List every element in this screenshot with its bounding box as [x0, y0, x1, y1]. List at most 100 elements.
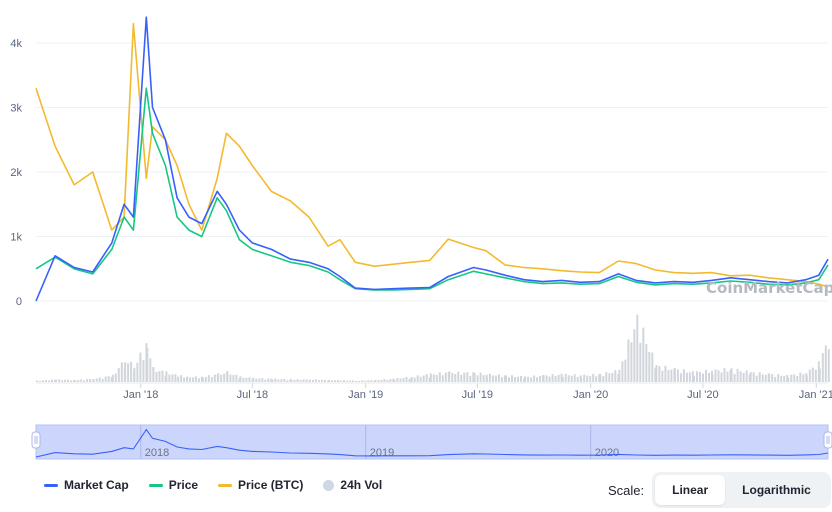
volume-bar — [586, 375, 589, 382]
volume-bar — [438, 372, 441, 382]
volume-bar — [564, 373, 567, 382]
volume-bar — [482, 375, 485, 382]
volume-bar — [146, 347, 149, 382]
volume-bar — [466, 372, 469, 382]
volume-bar — [774, 376, 777, 382]
y-tick-label: 3k — [10, 103, 22, 115]
volume-bar — [742, 372, 745, 382]
volume-bar — [111, 374, 114, 382]
volume-bar — [158, 371, 161, 382]
volume-bar — [58, 379, 61, 382]
volume-bar — [374, 379, 377, 382]
volume-bar — [696, 371, 698, 382]
volume-bar — [80, 379, 83, 382]
navigator-right-handle[interactable] — [823, 431, 832, 449]
volume-bar — [255, 378, 258, 382]
legend-item-24h-vol[interactable]: 24h Vol — [323, 478, 382, 492]
volume-bar — [321, 379, 323, 382]
legend-label: Market Cap — [64, 478, 129, 492]
volume-bar — [602, 376, 605, 382]
volume-bar — [580, 377, 583, 382]
scale-logarithmic-button[interactable]: Logarithmic — [725, 475, 828, 505]
volume-bar — [98, 377, 101, 382]
volume-bar — [110, 377, 113, 382]
volume-bar — [651, 352, 654, 382]
volume-bar — [548, 376, 551, 382]
volume-bar — [685, 372, 688, 382]
series-line-price — [35, 87, 829, 291]
volume-bar — [107, 376, 110, 382]
volume-bar — [342, 380, 345, 382]
volume-bar — [339, 380, 342, 382]
volume-bar — [392, 378, 395, 382]
volume-bar — [70, 380, 73, 382]
volume-bar — [383, 379, 386, 382]
volume-bar — [457, 371, 460, 382]
range-navigator[interactable]: 2018 2019 2020 — [31, 424, 832, 460]
volume-bar — [589, 376, 592, 382]
volume-bar — [771, 374, 774, 382]
volume-bar — [204, 377, 207, 382]
scale-linear-button[interactable]: Linear — [655, 475, 726, 505]
volume-bar — [630, 342, 633, 382]
volume-bar — [286, 380, 289, 382]
legend-item-market-cap[interactable]: Market Cap — [44, 478, 129, 492]
legend-item-price-btc[interactable]: Price (BTC) — [218, 478, 303, 492]
volume-bar — [428, 377, 431, 382]
series-line-price-btc — [35, 22, 829, 288]
volume-bar — [658, 366, 661, 382]
x-tick-label: Jan '18 — [123, 389, 158, 401]
volume-bar — [599, 374, 602, 382]
volume-bar — [818, 368, 821, 382]
volume-bar — [425, 374, 428, 382]
volume-bar — [248, 377, 251, 382]
volume-bar — [42, 380, 44, 382]
volume-bar — [503, 375, 506, 382]
volume-bar — [654, 368, 657, 382]
volume-bar — [793, 374, 796, 382]
volume-bar — [667, 370, 670, 382]
volume-bar — [309, 379, 311, 382]
volume-bar — [61, 380, 64, 382]
legend-item-price[interactable]: Price — [148, 478, 198, 492]
volume-bar — [161, 370, 164, 382]
volume-bar — [252, 377, 255, 382]
volume-bar — [720, 372, 723, 382]
volume-bar — [723, 368, 726, 382]
volume-bar — [787, 377, 790, 382]
volume-bar — [220, 374, 223, 382]
volume-bar — [527, 376, 530, 382]
volume-bar — [92, 379, 95, 382]
navigator-left-handle[interactable] — [31, 431, 41, 449]
navigator-selection[interactable] — [35, 424, 829, 460]
volume-bar — [334, 380, 337, 382]
volume-bar — [454, 374, 457, 382]
volume-bar — [104, 376, 107, 382]
volume-bar — [691, 371, 694, 382]
volume-bar — [217, 373, 220, 382]
legend-label: 24h Vol — [340, 478, 383, 492]
x-tick-label: Jan '21 — [799, 389, 832, 401]
volume-bar — [201, 377, 204, 382]
volume-bar — [74, 380, 77, 382]
volume-bar — [302, 379, 305, 382]
volume-bar — [605, 372, 608, 382]
volume-bar — [824, 345, 827, 382]
volume-bar — [473, 373, 476, 382]
volume-bar — [790, 374, 793, 382]
volume-bar — [648, 352, 651, 382]
volume-bar — [86, 379, 89, 382]
volume-bar — [318, 380, 320, 382]
volume-bar — [636, 314, 639, 382]
volume-bar — [133, 367, 136, 382]
x-tick-label: Jul '20 — [687, 389, 718, 401]
volume-bar — [749, 372, 752, 382]
volume-bar — [165, 371, 168, 382]
volume-bar — [557, 374, 560, 382]
volume-bar — [77, 380, 80, 382]
legend-label: Price (BTC) — [238, 478, 304, 492]
volume-bar — [242, 377, 245, 382]
volume-bar — [699, 371, 701, 382]
volume-bar — [232, 375, 235, 382]
